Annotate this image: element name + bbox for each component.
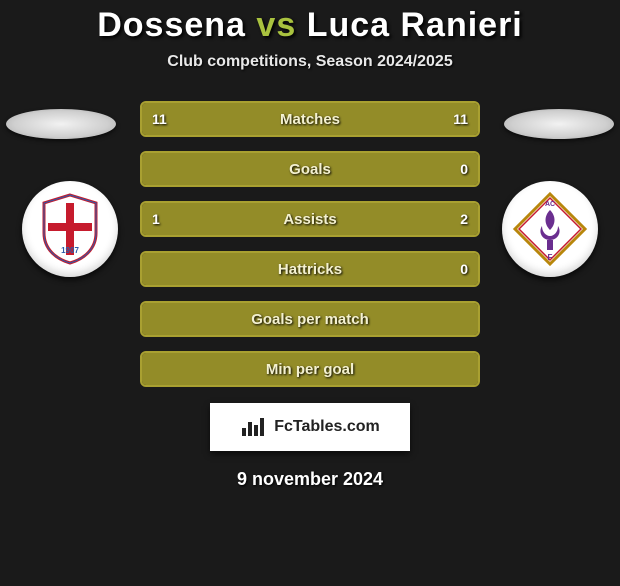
stat-left-value bbox=[142, 253, 162, 285]
player1-name: Dossena bbox=[97, 6, 246, 44]
stat-left-value bbox=[142, 153, 162, 185]
stat-row-goals-per-match: Goals per match bbox=[140, 301, 480, 337]
stat-right-value: 0 bbox=[450, 153, 478, 185]
bars-icon bbox=[240, 416, 268, 438]
stat-row-matches: 11 11 Matches bbox=[140, 101, 480, 137]
vs-text: vs bbox=[256, 6, 296, 44]
fiorentina-diamond-icon: AC F bbox=[511, 190, 589, 268]
svg-text:1907: 1907 bbox=[61, 246, 79, 255]
player2-name: Luca Ranieri bbox=[307, 6, 523, 44]
como-shield-icon: 1907 bbox=[40, 193, 100, 265]
subtitle: Club competitions, Season 2024/2025 bbox=[0, 53, 620, 71]
stat-right-value: 11 bbox=[443, 103, 478, 135]
comparison-arena: 1907 AC F 11 11 Matches 0 Goals bbox=[0, 91, 620, 391]
player1-head-placeholder bbox=[6, 109, 116, 139]
stat-row-hattricks: 0 Hattricks bbox=[140, 251, 480, 287]
svg-text:F: F bbox=[548, 253, 553, 262]
stat-right-value: 2 bbox=[450, 203, 478, 235]
stat-right-value bbox=[458, 303, 478, 335]
stat-left-value: 1 bbox=[142, 203, 170, 235]
player2-club-badge: AC F bbox=[502, 181, 598, 277]
stat-left-value bbox=[142, 303, 162, 335]
snapshot-date: 9 november 2024 bbox=[0, 469, 620, 490]
stat-left-value: 11 bbox=[142, 103, 177, 135]
stat-right-value bbox=[458, 353, 478, 385]
svg-text:AC: AC bbox=[545, 201, 555, 208]
brand-box[interactable]: FcTables.com bbox=[210, 403, 410, 451]
brand-text: FcTables.com bbox=[274, 418, 380, 436]
stat-bars: 11 11 Matches 0 Goals 1 2 Assists 0 Hatt… bbox=[140, 101, 480, 401]
comparison-title: Dossena vs Luca Ranieri bbox=[0, 6, 620, 45]
stat-row-min-per-goal: Min per goal bbox=[140, 351, 480, 387]
stat-row-goals: 0 Goals bbox=[140, 151, 480, 187]
player2-head-placeholder bbox=[504, 109, 614, 139]
stat-left-value bbox=[142, 353, 162, 385]
stat-row-assists: 1 2 Assists bbox=[140, 201, 480, 237]
player1-club-badge: 1907 bbox=[22, 181, 118, 277]
stat-right-value: 0 bbox=[450, 253, 478, 285]
